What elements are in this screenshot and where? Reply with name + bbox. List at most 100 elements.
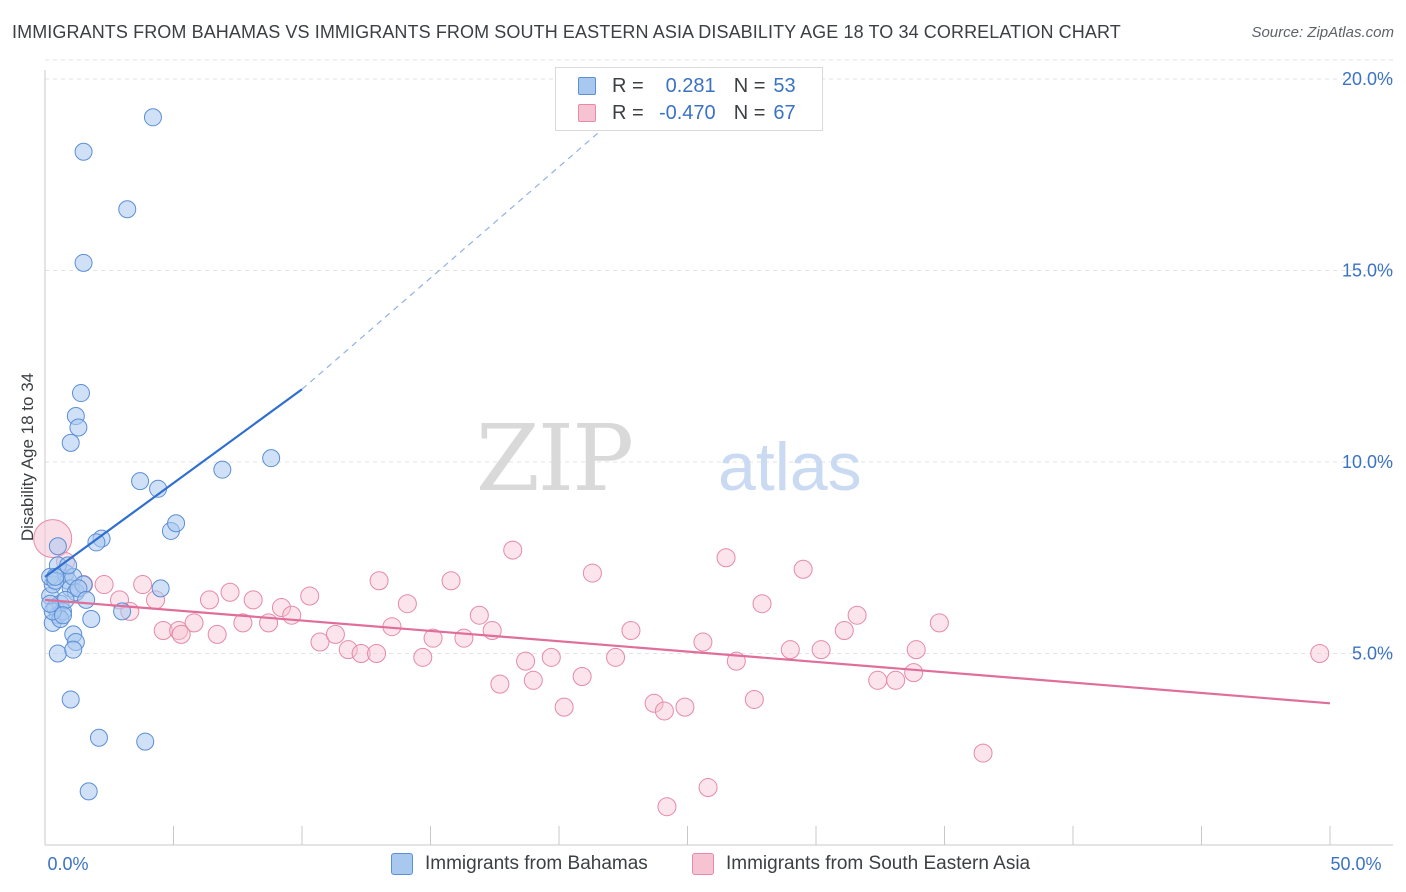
watermark-zip: ZIP bbox=[476, 405, 632, 512]
legend-row-bahamas: R = 0.281 N = 53 bbox=[578, 73, 796, 99]
point-south-eastern-asia-39 bbox=[572, 666, 592, 686]
point-south-eastern-asia-29 bbox=[441, 571, 461, 591]
point-south-eastern-asia-58 bbox=[886, 670, 906, 690]
bottom-legend-south-eastern-asia: Immigrants from South Eastern Asia bbox=[692, 851, 1030, 877]
point-bahamas-24 bbox=[64, 640, 83, 659]
point-south-eastern-asia-10 bbox=[184, 613, 204, 633]
point-bahamas-39 bbox=[118, 200, 137, 219]
x-tick-label-min: 0.0% bbox=[47, 854, 88, 874]
point-south-eastern-asia-13 bbox=[220, 582, 240, 602]
point-south-eastern-asia-35 bbox=[516, 651, 536, 671]
point-bahamas-43 bbox=[89, 728, 108, 747]
point-bahamas-37 bbox=[74, 142, 93, 161]
point-south-eastern-asia-23 bbox=[351, 644, 371, 663]
point-south-eastern-asia-64 bbox=[1310, 644, 1330, 663]
point-bahamas-50 bbox=[46, 567, 65, 586]
point-south-eastern-asia-43 bbox=[644, 693, 664, 713]
point-south-eastern-asia-66 bbox=[367, 644, 387, 663]
point-bahamas-48 bbox=[53, 606, 72, 625]
axes bbox=[44, 70, 1393, 846]
point-bahamas-52 bbox=[87, 533, 106, 552]
point-south-eastern-asia-27 bbox=[413, 647, 433, 667]
bottom-legend-swatch-blue bbox=[391, 853, 413, 875]
point-south-eastern-asia-21 bbox=[325, 624, 345, 644]
legend-r-value-south-eastern-asia: -0.470 bbox=[658, 101, 716, 124]
point-south-eastern-asia-48 bbox=[716, 548, 736, 568]
point-south-eastern-asia-22 bbox=[338, 640, 358, 660]
legend-r-value-bahamas: 0.281 bbox=[665, 74, 716, 97]
point-south-eastern-asia-47 bbox=[698, 778, 718, 798]
point-south-eastern-asia-19 bbox=[300, 586, 320, 606]
point-south-eastern-asia-45 bbox=[675, 697, 695, 717]
x-tick-label-max: 50.0% bbox=[1330, 854, 1381, 874]
point-south-eastern-asia-62 bbox=[973, 743, 993, 763]
x-ticks bbox=[173, 826, 1331, 845]
point-south-eastern-asia-12 bbox=[207, 624, 227, 644]
legend-swatch-pink bbox=[578, 104, 596, 122]
point-south-eastern-asia-53 bbox=[793, 559, 813, 579]
point-south-eastern-asia-18 bbox=[282, 605, 302, 625]
legend-r-label: R = bbox=[612, 74, 644, 97]
legend-n-label: N = bbox=[733, 74, 766, 97]
point-south-eastern-asia-56 bbox=[847, 605, 867, 625]
point-south-eastern-asia-59 bbox=[904, 663, 924, 683]
point-bahamas-35 bbox=[69, 418, 88, 437]
legend-n-label: N = bbox=[733, 101, 766, 124]
point-bahamas-23 bbox=[48, 644, 67, 663]
point-bahamas-44 bbox=[136, 732, 155, 751]
point-south-eastern-asia-57 bbox=[868, 670, 888, 690]
y-tick-label-20: 20.0% bbox=[1342, 69, 1393, 89]
point-south-eastern-asia-20 bbox=[310, 632, 330, 652]
point-south-eastern-asia-8 bbox=[153, 621, 173, 641]
y-tick-labels: 5.0% 10.0% 15.0% 20.0% bbox=[1342, 69, 1393, 664]
point-bahamas-31 bbox=[213, 460, 232, 479]
point-bahamas-41 bbox=[151, 579, 170, 598]
point-south-eastern-asia-6 bbox=[133, 575, 153, 595]
series-bahamas-points bbox=[41, 108, 281, 801]
point-south-eastern-asia-26 bbox=[397, 594, 417, 614]
bottom-legend-label-south-eastern-asia: Immigrants from South Eastern Asia bbox=[726, 853, 1031, 874]
point-bahamas-20 bbox=[82, 610, 101, 629]
y-tick-label-10: 10.0% bbox=[1342, 452, 1393, 472]
point-south-eastern-asia-31 bbox=[469, 605, 489, 625]
point-bahamas-51 bbox=[77, 590, 96, 609]
y-tick-label-5: 5.0% bbox=[1352, 644, 1393, 664]
trend-lines bbox=[44, 86, 1331, 705]
legend-r-label: R = bbox=[612, 101, 644, 124]
point-south-eastern-asia-38 bbox=[554, 697, 574, 717]
point-south-eastern-asia-55 bbox=[834, 621, 854, 641]
legend-n-value-south-eastern-asia: 67 bbox=[773, 101, 796, 124]
trend-line-bahamas-extension bbox=[301, 86, 652, 390]
point-south-eastern-asia-33 bbox=[490, 674, 510, 694]
point-south-eastern-asia-51 bbox=[752, 594, 772, 614]
point-south-eastern-asia-24 bbox=[369, 571, 389, 591]
point-south-eastern-asia-41 bbox=[606, 647, 626, 667]
point-south-eastern-asia-54 bbox=[811, 640, 831, 660]
series-south-eastern-asia-points bbox=[33, 519, 1330, 817]
point-south-eastern-asia-61 bbox=[929, 613, 949, 633]
y-axis-label: Disability Age 18 to 34 bbox=[18, 373, 37, 541]
point-south-eastern-asia-28 bbox=[423, 628, 443, 648]
point-south-eastern-asia-15 bbox=[243, 590, 263, 610]
point-south-eastern-asia-63 bbox=[657, 797, 677, 817]
point-bahamas-38 bbox=[74, 253, 93, 272]
point-south-eastern-asia-11 bbox=[199, 590, 219, 610]
legend-n-value-bahamas: 53 bbox=[773, 74, 796, 97]
point-bahamas-33 bbox=[61, 433, 80, 452]
bottom-legend-label-bahamas: Immigrants from Bahamas bbox=[425, 853, 648, 874]
grid-lines bbox=[45, 59, 1393, 654]
chart-title: IMMIGRANTS FROM BAHAMAS VS IMMIGRANTS FR… bbox=[12, 22, 1121, 42]
bottom-legend-bahamas: Immigrants from Bahamas bbox=[391, 851, 648, 877]
trend-line-bahamas bbox=[44, 388, 303, 578]
point-south-eastern-asia-46 bbox=[693, 632, 713, 652]
point-bahamas-49 bbox=[41, 594, 60, 613]
correlation-legend: R = 0.281 N = 53 R = -0.470 N = 67 bbox=[555, 67, 823, 131]
point-south-eastern-asia-37 bbox=[541, 647, 561, 667]
point-bahamas-40 bbox=[143, 108, 162, 127]
point-bahamas-36 bbox=[71, 384, 90, 403]
point-bahamas-18 bbox=[48, 537, 67, 556]
point-bahamas-25 bbox=[61, 690, 80, 709]
point-bahamas-30 bbox=[167, 514, 186, 533]
point-bahamas-27 bbox=[131, 472, 150, 491]
